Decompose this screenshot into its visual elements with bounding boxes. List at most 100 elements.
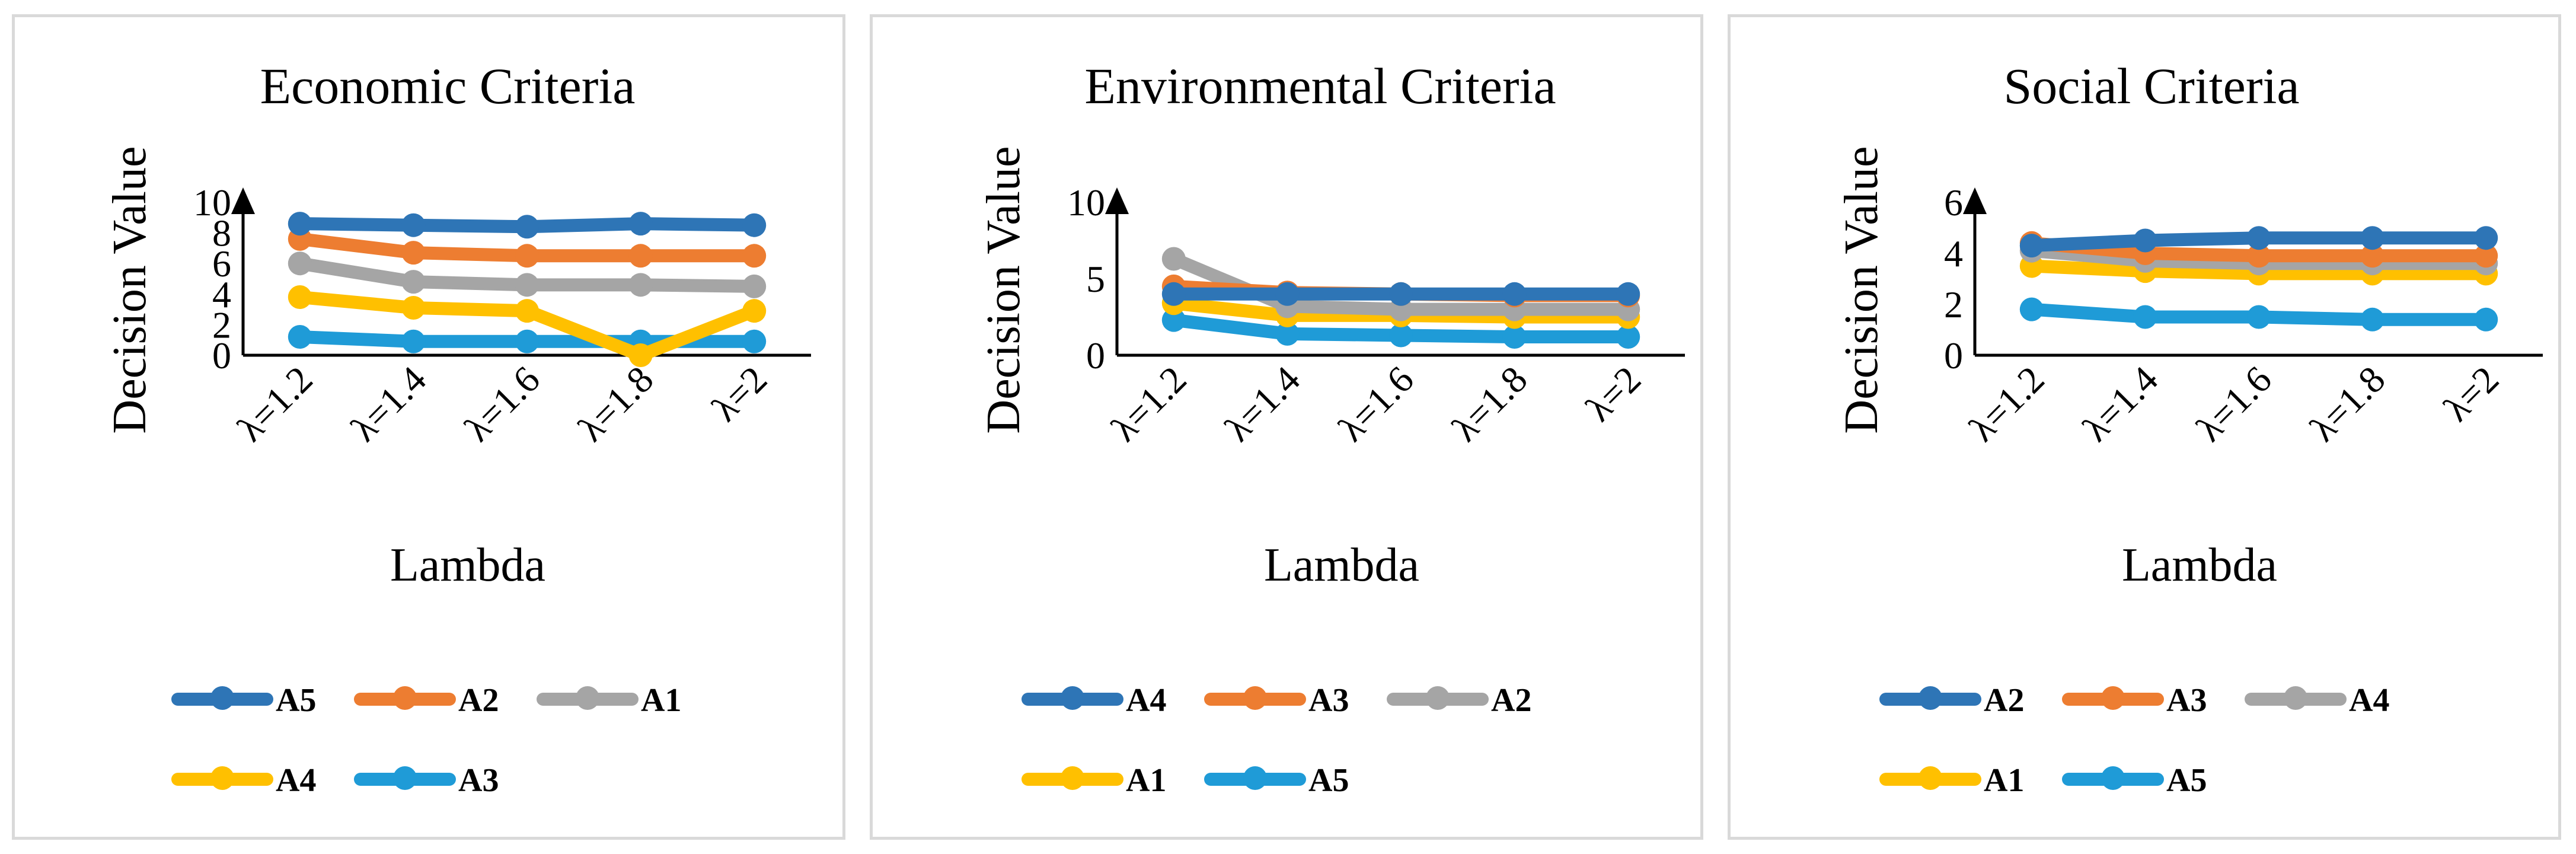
series-a4 <box>288 285 767 367</box>
legend-label: A4 <box>276 762 316 799</box>
x-tick-label: λ=1.6 <box>1330 358 1422 450</box>
y-tick-label: 4 <box>1944 232 1963 275</box>
data-point-a4 <box>1616 282 1640 306</box>
data-point-a4 <box>1502 282 1527 306</box>
x-tick-label: λ=2 <box>2435 358 2507 429</box>
legend-swatch-marker <box>1426 686 1450 710</box>
legend-swatch-marker <box>576 686 599 710</box>
x-tick-label: λ=1.2 <box>1103 358 1194 450</box>
legend-label: A2 <box>1984 682 2024 719</box>
data-point-a5 <box>1616 325 1640 349</box>
data-point-a5 <box>742 213 767 237</box>
legend-entry-a1: A1 <box>1022 762 1166 799</box>
y-tick-label: 5 <box>1086 258 1105 300</box>
legend-swatch-marker <box>210 766 234 790</box>
series-a5 <box>1161 308 1640 349</box>
data-point-a5 <box>515 215 539 239</box>
legend-swatch-marker <box>1243 766 1267 790</box>
data-point-a4 <box>515 299 539 323</box>
x-tick-label: λ=1.4 <box>2074 358 2166 450</box>
legend-swatch-marker <box>1061 766 1084 790</box>
data-point-a3 <box>288 325 312 349</box>
legend-label: A1 <box>1126 762 1166 799</box>
series-a5 <box>2019 297 2498 332</box>
legend-swatch-marker <box>210 686 234 710</box>
y-tick-label: 2 <box>212 304 231 346</box>
x-tick-label: λ=1.6 <box>2188 358 2280 450</box>
y-axis-arrow <box>1963 187 1987 214</box>
series-a5 <box>288 212 767 239</box>
legend-swatch-marker <box>2284 686 2307 710</box>
x-tick-label: λ=1.2 <box>229 358 320 450</box>
economic-criteria-chart-panel: Economic Criteria Decision Value 0 2 4 6 8 10 λ=… <box>12 14 845 840</box>
data-point-a2 <box>1161 247 1186 271</box>
data-point-a5 <box>1161 308 1186 332</box>
legend-swatch-marker <box>2101 766 2125 790</box>
data-point-a3 <box>2360 244 2385 268</box>
legend-label: A3 <box>2166 682 2207 719</box>
data-point-a5 <box>628 212 653 236</box>
x-tick-label: λ=1.8 <box>2302 358 2393 450</box>
legend-entry-a3: A3 <box>1204 682 1349 719</box>
series-a1 <box>288 251 767 298</box>
y-tick-label: 6 <box>1944 181 1963 224</box>
x-tick-label: λ=1.6 <box>457 358 548 450</box>
data-point-a4 <box>628 343 653 367</box>
chart-title: Social Criteria <box>2003 58 2299 114</box>
data-point-a1 <box>288 251 312 276</box>
chart-title: Environmental Criteria <box>1084 58 1556 114</box>
legend-label: A3 <box>458 762 499 799</box>
data-point-a3 <box>401 329 426 353</box>
data-point-a5 <box>401 213 426 237</box>
data-point-a3 <box>2474 244 2498 268</box>
legend-label: A4 <box>1126 682 1166 719</box>
y-axis-arrow <box>231 187 255 214</box>
x-tick-label: λ=2 <box>704 358 775 429</box>
environmental-criteria-chart-panel: Environmental Criteria Decision Value 0 5 10… <box>870 14 1703 840</box>
x-axis-label: Lambda <box>1264 539 1419 591</box>
data-point-a5 <box>2019 297 2044 321</box>
data-point-a1 <box>401 270 426 294</box>
legend-label: A3 <box>1308 682 1349 719</box>
legend-label: A2 <box>1491 682 1531 719</box>
data-point-a2 <box>2474 226 2498 250</box>
legend-swatch-marker <box>1061 686 1084 710</box>
legend-entry-a1: A1 <box>537 682 681 719</box>
legend-label: A1 <box>641 682 681 719</box>
data-point-a2 <box>628 244 653 268</box>
x-tick-label: λ=1.4 <box>343 358 434 450</box>
legend-label: A1 <box>1984 762 2024 799</box>
legend-entry-a5: A5 <box>2062 762 2207 799</box>
x-axis-label: Lambda <box>2122 539 2277 591</box>
legend-label: A5 <box>1308 762 1349 799</box>
legend-swatch-marker <box>393 686 417 710</box>
data-point-a2 <box>401 241 426 265</box>
x-tick-label: λ=1.8 <box>1444 358 1535 450</box>
y-axis-arrow <box>1105 187 1129 214</box>
data-point-a2 <box>515 244 539 268</box>
chart-title: Economic Criteria <box>260 58 636 114</box>
data-point-a1 <box>515 273 539 297</box>
data-point-a5 <box>2133 305 2157 329</box>
y-tick-label: 10 <box>1067 181 1105 224</box>
legend-swatch-marker <box>393 766 417 790</box>
legend-label: A2 <box>458 682 499 719</box>
legend-entry-a2: A2 <box>354 682 499 719</box>
data-point-a5 <box>288 212 312 236</box>
data-point-a5 <box>1502 325 1527 349</box>
legend-label: A5 <box>276 682 316 719</box>
y-tick-label: 0 <box>1086 334 1105 377</box>
x-tick-label: λ=1.8 <box>570 358 661 450</box>
data-point-a2 <box>742 244 767 268</box>
series-a2 <box>2019 226 2498 258</box>
legend-entry-a3: A3 <box>354 762 499 799</box>
legend-entry-a3: A3 <box>2062 682 2207 719</box>
data-point-a5 <box>1275 321 1300 346</box>
data-point-a5 <box>2247 305 2271 329</box>
legend-label: A5 <box>2166 762 2207 799</box>
x-tick-label: λ=1.4 <box>1217 358 1308 450</box>
legend-entry-a2: A2 <box>1387 682 1531 719</box>
data-point-a2 <box>2247 226 2271 250</box>
legend-entry-a5: A5 <box>171 682 316 719</box>
